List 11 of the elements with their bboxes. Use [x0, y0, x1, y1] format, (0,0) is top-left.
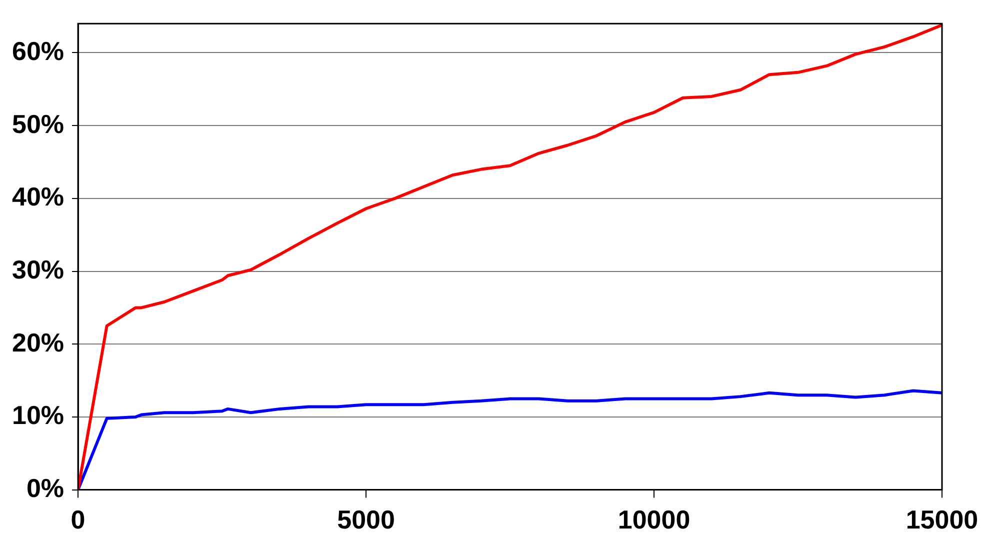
y-tick-label: 20% — [12, 327, 64, 358]
x-tick-label: 15000 — [906, 504, 978, 535]
y-tick-label: 30% — [12, 254, 64, 284]
y-tick-label: 40% — [12, 182, 64, 212]
y-tick-label: 60% — [12, 36, 64, 66]
x-tick-label: 5000 — [337, 504, 395, 535]
y-tick-label: 10% — [12, 400, 64, 430]
y-tick-label: 50% — [12, 108, 64, 139]
y-tick-label: 0% — [26, 472, 64, 503]
x-tick-label: 10000 — [618, 504, 690, 535]
x-tick-label: 0 — [70, 504, 86, 535]
